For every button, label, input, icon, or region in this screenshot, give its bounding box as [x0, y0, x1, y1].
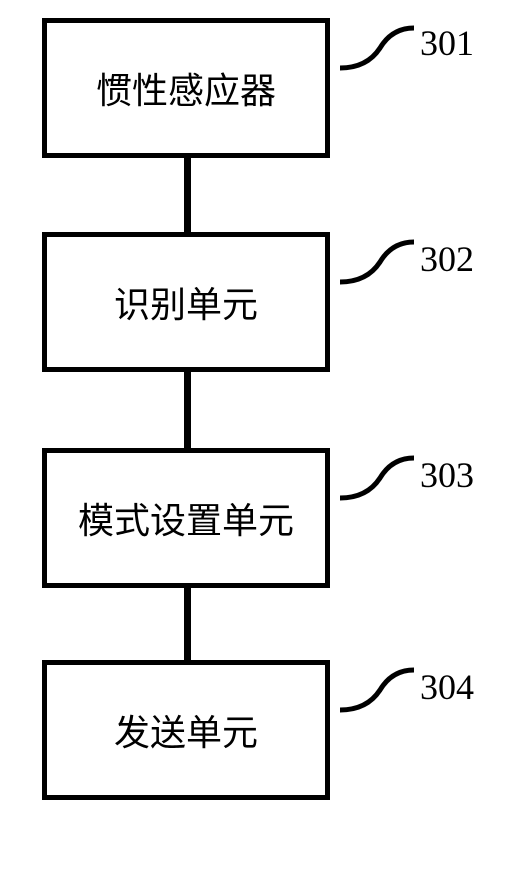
connector: [184, 372, 191, 448]
callout-label: 304: [420, 666, 474, 708]
node-recognition-unit: 识别单元: [42, 232, 330, 372]
callout-curve: [332, 448, 422, 518]
node-sending-unit: 发送单元: [42, 660, 330, 800]
callout-curve: [332, 660, 422, 730]
callout-curve: [332, 18, 422, 88]
node-label: 模式设置单元: [78, 492, 294, 544]
callout-label: 302: [420, 238, 474, 280]
callout-label: 303: [420, 454, 474, 496]
node-label: 惯性感应器: [96, 62, 276, 114]
node-label: 识别单元: [114, 276, 258, 328]
connector: [184, 158, 191, 232]
node-inertial-sensor: 惯性感应器: [42, 18, 330, 158]
callout-label: 301: [420, 22, 474, 64]
flowchart-diagram: 惯性感应器 301 识别单元 302 模式设置单元 303 发送单元 304: [0, 0, 528, 893]
connector: [184, 588, 191, 660]
node-label: 发送单元: [114, 704, 258, 756]
node-mode-setting-unit: 模式设置单元: [42, 448, 330, 588]
callout-curve: [332, 232, 422, 302]
